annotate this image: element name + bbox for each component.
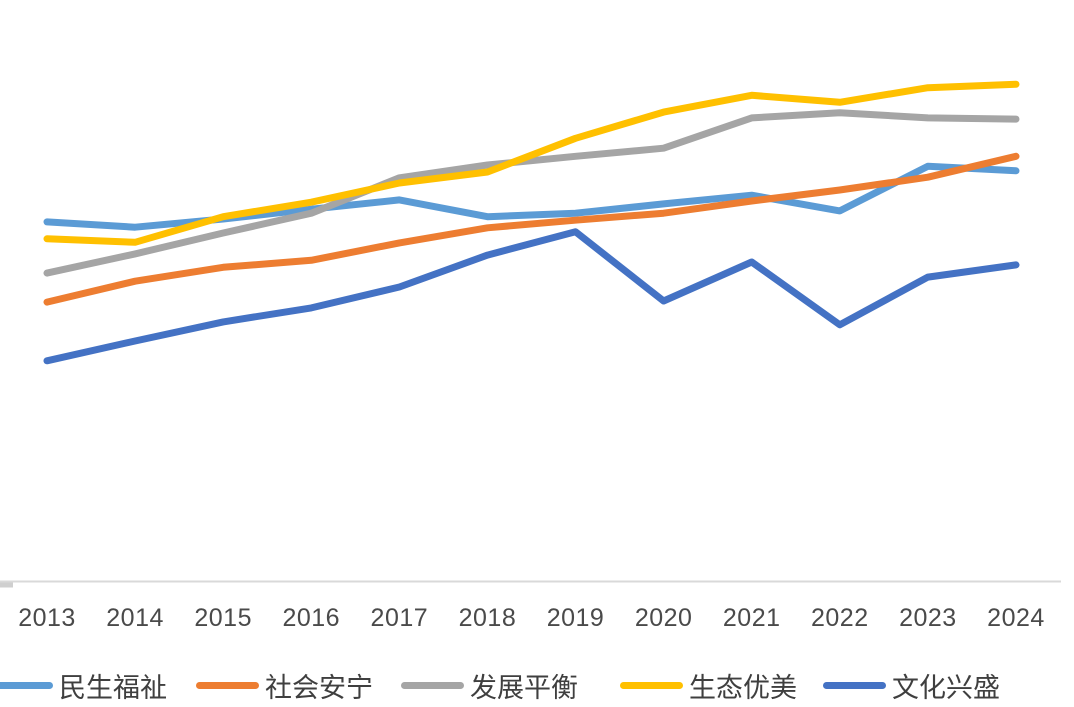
x-axis-label: 2023: [899, 604, 957, 632]
legend-swatch-icon: [620, 681, 683, 689]
legend-label: 生态优美: [689, 672, 797, 703]
legend-item-minsheng: 民生福祉: [0, 664, 167, 706]
series-line-5: [43, 228, 1020, 365]
legend-item-fazhan: 发展平衡: [401, 664, 578, 706]
x-axis-label: 2015: [194, 604, 252, 632]
legend-swatch-icon: [823, 681, 886, 689]
series-lines: [43, 80, 1020, 365]
x-axis-label: 2022: [810, 604, 869, 632]
legend-item-wenhua: 文化兴盛: [823, 664, 1000, 706]
legend-label: 发展平衡: [470, 672, 578, 703]
x-axis-label: 2021: [722, 604, 781, 632]
series-line-1: [43, 162, 1020, 231]
legend-swatch-icon: [401, 681, 464, 689]
x-axis-label: 2024: [987, 604, 1045, 632]
series-line-2: [43, 152, 1020, 306]
legend-swatch-icon: [196, 681, 259, 689]
legend-item-shehui: 社会安宁: [196, 664, 373, 706]
legend-label: 民生福祉: [59, 672, 167, 703]
series-line-3: [43, 109, 1020, 277]
series-line-4: [43, 80, 1020, 246]
x-axis-label: 2020: [634, 604, 693, 632]
legend-swatch-icon: [0, 681, 53, 689]
chart-legend: 民生福祉 社会安宁 发展平衡 生态优美 文化兴盛: [0, 664, 1074, 706]
x-axis-label: 2014: [106, 604, 164, 632]
x-axis-label: 2019: [546, 604, 605, 632]
legend-label: 文化兴盛: [892, 672, 1000, 703]
x-axis-label: 2013: [18, 604, 76, 632]
x-axis-label: 2017: [370, 604, 429, 632]
x-axis-label: 2016: [282, 604, 341, 632]
line-chart: [0, 80, 1061, 588]
legend-item-shengtai: 生态优美: [620, 664, 797, 706]
x-axis-label: 2018: [458, 604, 517, 632]
x-axis-tick: [0, 582, 13, 588]
legend-label: 社会安宁: [265, 672, 373, 703]
